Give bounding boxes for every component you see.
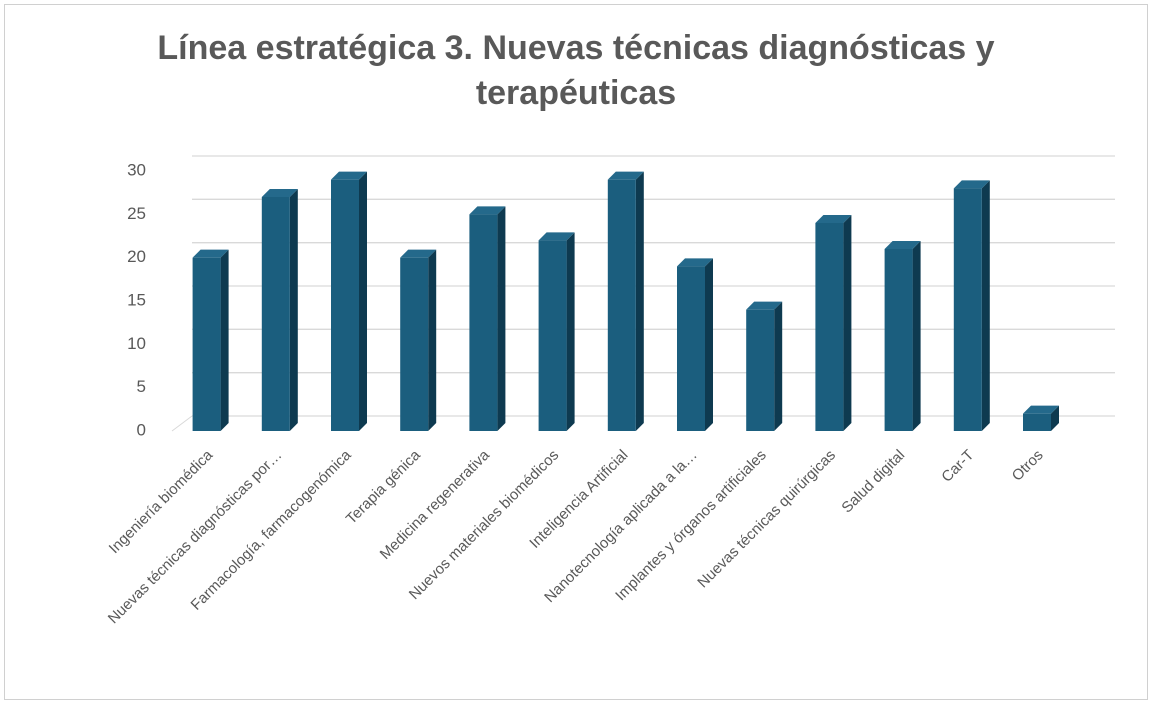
bar-side xyxy=(566,232,575,431)
x-tick-label: Salud digital xyxy=(838,447,908,517)
bar xyxy=(677,266,705,431)
bar xyxy=(331,179,359,431)
bar-side xyxy=(359,171,367,431)
chart-frame xyxy=(4,4,1148,700)
bar-top xyxy=(1023,405,1059,414)
bar-top xyxy=(469,206,506,215)
y-tick-label: 10 xyxy=(127,334,146,353)
x-tick-label: Otros xyxy=(1009,447,1047,485)
bar-side xyxy=(497,206,506,431)
bar-top xyxy=(677,258,713,267)
bar-side xyxy=(912,241,921,431)
y-tick-label: 20 xyxy=(127,247,146,266)
bar-side xyxy=(1051,405,1059,431)
bar-top xyxy=(607,171,644,180)
chart-title: Línea estratégica 3. Nuevas técnicas dia… xyxy=(157,29,995,112)
y-tick-label: 30 xyxy=(127,160,146,179)
bar-side xyxy=(220,249,229,431)
bar-side xyxy=(428,249,437,431)
bar-side xyxy=(289,189,298,431)
bar xyxy=(400,257,429,431)
bar-top xyxy=(261,189,298,197)
bar xyxy=(1023,413,1051,431)
bar-side xyxy=(774,301,783,431)
bar-top xyxy=(746,301,783,310)
bar xyxy=(607,179,636,431)
bar-side xyxy=(981,180,990,431)
bar-top xyxy=(331,171,367,180)
y-tick-label: 5 xyxy=(137,377,146,396)
x-tick-label: Nuevos materiales biomédicos xyxy=(406,447,562,603)
bar-top xyxy=(192,249,229,258)
y-tick-label: 15 xyxy=(127,290,146,309)
bar-top xyxy=(953,180,990,189)
bar-side xyxy=(705,258,713,431)
bar xyxy=(192,257,221,431)
bar-top xyxy=(400,249,437,258)
x-tick-label: Nuevas técnicas quirúrgicas xyxy=(694,447,839,592)
bar xyxy=(746,309,775,431)
bar xyxy=(884,249,913,431)
bar-side xyxy=(635,171,644,431)
y-tick-label: 25 xyxy=(127,204,146,223)
bar-top xyxy=(884,241,921,249)
bar-top xyxy=(815,215,852,223)
bar xyxy=(538,240,567,431)
bar xyxy=(815,223,844,431)
floor-edge xyxy=(171,415,193,432)
bar xyxy=(261,197,290,431)
bar xyxy=(953,188,982,431)
y-tick-label: 0 xyxy=(137,420,146,439)
bar xyxy=(469,214,498,431)
x-tick-label: Implantes y órganos artificiales xyxy=(612,447,770,605)
bar-side xyxy=(843,215,852,431)
bar-top xyxy=(538,232,575,241)
x-tick-label: Car-T xyxy=(938,447,977,486)
